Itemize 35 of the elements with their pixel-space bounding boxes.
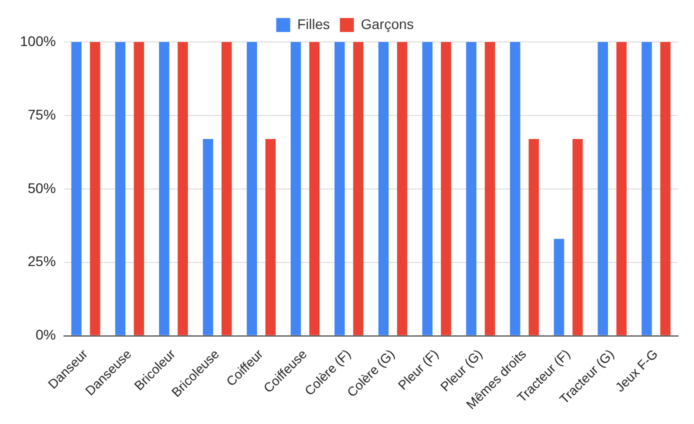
bar [71,42,82,336]
bar [222,42,232,336]
legend-label: Filles [297,16,330,32]
bar [202,138,214,336]
bar [90,42,100,336]
y-tick-label: 25% [28,253,56,270]
bar [422,42,433,336]
bar [397,42,408,336]
legend-label: Garçons [360,16,414,32]
bar [378,42,389,336]
bar [616,42,627,336]
bar [246,42,258,336]
bar [528,138,539,336]
bar [159,42,170,336]
bar [440,42,452,336]
bar [353,42,364,336]
bar [309,42,320,336]
bar [598,42,608,336]
bar [134,42,144,336]
y-tick-label: 0% [36,326,56,343]
y-tick-label: 50% [28,180,56,196]
bar [178,42,188,336]
bar [265,138,276,336]
bar [510,42,520,336]
y-tick-label: 75% [28,106,56,122]
y-tick-label: 100% [20,32,56,49]
bar [334,42,345,336]
bar [660,42,671,336]
bar [554,238,564,336]
bar [466,42,476,336]
bar [290,42,301,336]
bar [572,138,583,336]
bar [642,42,652,336]
bar [484,42,496,336]
bar [115,42,126,336]
